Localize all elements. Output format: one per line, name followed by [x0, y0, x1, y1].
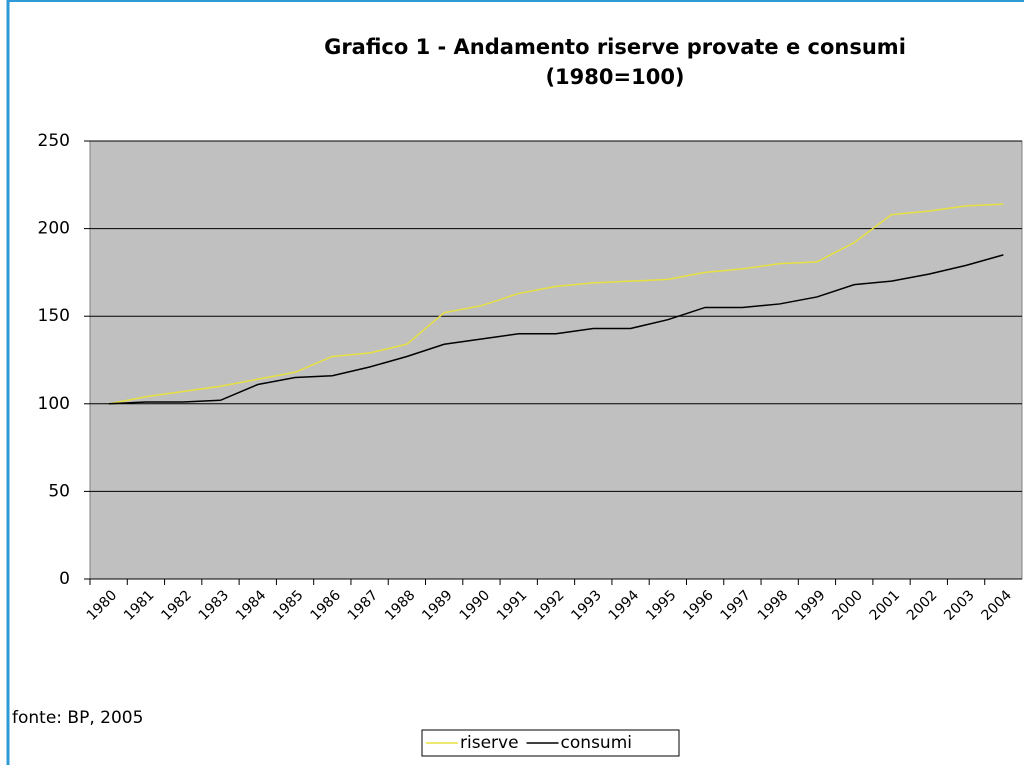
- x-tick-label: 1998: [755, 587, 792, 624]
- x-tick-label: 1992: [531, 587, 568, 624]
- x-tick-label: 1982: [158, 587, 195, 624]
- x-tick-label: 1987: [345, 587, 382, 624]
- y-tick-label: 250: [38, 131, 70, 151]
- x-tick-label: 2003: [941, 587, 978, 624]
- legend-label: consumi: [561, 733, 632, 753]
- line-series: [108, 254, 1004, 405]
- y-tick-label: 100: [38, 394, 70, 414]
- x-tick-label: 1996: [680, 587, 717, 624]
- x-tick-label: 1994: [606, 587, 643, 624]
- x-tick-label: 1983: [196, 587, 233, 624]
- x-tick-label: 1991: [494, 587, 531, 624]
- plot-area: [89, 140, 1023, 580]
- y-tick-label: 200: [38, 219, 70, 239]
- x-tick-label: 1986: [307, 587, 344, 624]
- x-tick-label: 2000: [829, 587, 866, 624]
- x-tick-label: 1989: [419, 587, 456, 624]
- y-tick-label: 0: [59, 569, 70, 589]
- x-tick-label: 2004: [979, 587, 1016, 624]
- x-tick-label: 1997: [718, 587, 755, 624]
- y-tick-label: 150: [38, 306, 70, 326]
- x-tick-label: 1984: [233, 587, 270, 624]
- chart-subtitle: (1980=100): [545, 65, 684, 89]
- x-tick-label: 1999: [792, 587, 829, 624]
- line-series: [108, 203, 1004, 405]
- x-tick-label: 1981: [121, 587, 158, 624]
- x-tick-label: 1990: [457, 587, 494, 624]
- y-tick-label: 50: [48, 481, 70, 501]
- source-note: fonte: BP, 2005: [12, 708, 143, 728]
- x-tick-label: 1980: [84, 587, 121, 624]
- x-tick-label: 1995: [643, 587, 680, 624]
- x-tick-label: 2002: [904, 587, 941, 624]
- x-tick-label: 2001: [867, 587, 904, 624]
- legend-label: riserve: [460, 733, 519, 753]
- chart-title: Grafico 1 - Andamento riserve provate e …: [324, 35, 906, 59]
- x-tick-label: 1993: [568, 587, 605, 624]
- x-tick-label: 1988: [382, 587, 419, 624]
- x-tick-label: 1985: [270, 587, 307, 624]
